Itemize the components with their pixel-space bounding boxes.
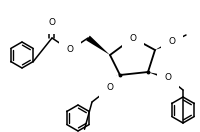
- Text: O: O: [66, 46, 73, 55]
- Text: O: O: [164, 74, 171, 82]
- Text: O: O: [48, 18, 55, 27]
- Text: O: O: [168, 37, 175, 46]
- Text: O: O: [106, 84, 113, 93]
- Text: O: O: [129, 34, 136, 43]
- Polygon shape: [147, 72, 168, 80]
- Polygon shape: [86, 36, 109, 55]
- Polygon shape: [154, 40, 172, 50]
